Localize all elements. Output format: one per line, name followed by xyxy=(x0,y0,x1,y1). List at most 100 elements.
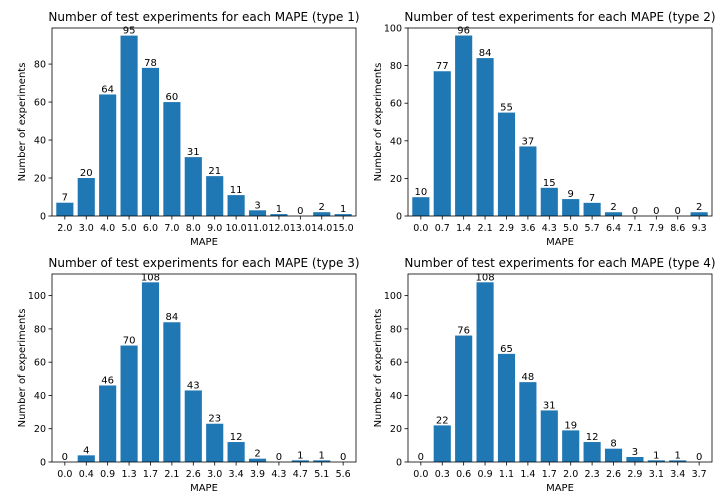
chart-3-bar-0.4 xyxy=(77,455,95,462)
chart-1-bar-4.0 xyxy=(99,94,117,216)
chart-4-xtick-label-3.1: 3.1 xyxy=(649,469,664,480)
chart-4-ytick-label-20: 20 xyxy=(390,424,402,435)
chart-4-bar-2.6 xyxy=(604,448,623,462)
chart-2-data-label-4.3: 15 xyxy=(543,178,556,189)
chart-2-bar-4.3 xyxy=(540,187,558,216)
chart-2-xtick-label-2.1: 2.1 xyxy=(478,223,493,234)
chart-2-xtick-label-2.9: 2.9 xyxy=(499,223,514,234)
chart-1-xtick-label-3.0: 3.0 xyxy=(79,223,94,234)
chart-2-bar-5.7 xyxy=(583,202,601,216)
chart-2-bar-9.3 xyxy=(690,212,708,216)
chart-2-ytick-label-80: 80 xyxy=(390,61,402,72)
chart-1-xtick-label-8.0: 8.0 xyxy=(186,223,201,234)
chart-4-ytick-label-40: 40 xyxy=(390,391,402,402)
chart-4-xtick-label-2.0: 2.0 xyxy=(563,469,578,480)
chart-1-data-label-2.0: 7 xyxy=(62,193,68,204)
chart-3-ytick-label-80: 80 xyxy=(34,324,46,335)
chart-3-xtick-label-4.7: 4.7 xyxy=(293,469,308,480)
chart-4-data-label-1.1: 65 xyxy=(500,344,513,355)
chart-1-xtick-label-7.0: 7.0 xyxy=(164,223,179,234)
chart-2-ytick-label-100: 100 xyxy=(384,24,402,35)
chart-1-xtick-label-10.0: 10.0 xyxy=(226,223,247,234)
chart-3-data-label-0.9: 46 xyxy=(101,375,114,386)
chart-4-bar-1.1 xyxy=(497,353,516,462)
chart-2-ytick-label-20: 20 xyxy=(390,174,402,185)
chart-3-ytick-label-100: 100 xyxy=(28,291,46,302)
chart-3-data-label-3.0: 23 xyxy=(208,414,221,425)
chart-2-xtick-label-3.6: 3.6 xyxy=(520,223,535,234)
chart-3-data-label-2.6: 43 xyxy=(187,380,200,391)
chart-4-xtick-label-0.9: 0.9 xyxy=(478,469,493,480)
chart-2-data-label-2.9: 55 xyxy=(500,103,513,114)
chart-2-ylabel: Number of experiments xyxy=(373,63,384,182)
chart-4-ylabel: Number of experiments xyxy=(373,309,384,428)
chart-3-data-label-5.6: 0 xyxy=(340,452,346,463)
chart-2-data-label-0.0: 10 xyxy=(414,187,427,198)
chart-4-ytick-label-0: 0 xyxy=(396,458,402,469)
chart-2-data-label-7.1: 0 xyxy=(632,206,638,217)
chart-4-xtick-label-1.1: 1.1 xyxy=(499,469,514,480)
chart-1-xtick-label-5.0: 5.0 xyxy=(122,223,137,234)
chart-3-data-label-0.0: 0 xyxy=(62,452,68,463)
chart-4-bar-0.3 xyxy=(433,425,451,462)
chart-2-xtick-label-6.4: 6.4 xyxy=(606,223,621,234)
chart-3-xtick-label-5.1: 5.1 xyxy=(314,469,329,480)
chart-4-data-label-3.7: 0 xyxy=(696,452,702,463)
chart-1-ytick-label-80: 80 xyxy=(34,60,46,71)
chart-1-data-label-11.0: 3 xyxy=(254,200,260,211)
chart-1-xtick-label-12.0: 12.0 xyxy=(268,223,289,234)
chart-2-ytick-label-0: 0 xyxy=(396,212,402,223)
chart-2-data-label-5.7: 7 xyxy=(589,193,595,204)
chart-3-xtick-label-1.3: 1.3 xyxy=(122,469,137,480)
chart-3-xtick-label-0.0: 0.0 xyxy=(57,469,72,480)
chart-4-xtick-label-3.7: 3.7 xyxy=(692,469,707,480)
chart-4-bar-1.7 xyxy=(540,410,558,462)
chart-2-xtick-label-8.6: 8.6 xyxy=(670,223,685,234)
chart-1-data-label-5.0: 95 xyxy=(123,26,136,37)
chart-2-xtick-label-0.7: 0.7 xyxy=(435,223,450,234)
chart-3-axes-frame xyxy=(51,273,357,463)
chart-1-bar-14.0 xyxy=(313,212,331,216)
chart-3-data-label-4.3: 0 xyxy=(276,452,282,463)
chart-1-data-label-8.0: 31 xyxy=(187,147,200,158)
chart-4-bar-2.0 xyxy=(562,430,580,462)
chart-1-data-label-15.0: 1 xyxy=(340,204,346,215)
chart-4-xtick-label-2.6: 2.6 xyxy=(606,469,621,480)
chart-1-data-label-12.0: 1 xyxy=(276,204,282,215)
chart-4-xtick-label-2.9: 2.9 xyxy=(627,469,642,480)
chart-1-xtick-label-14.0: 14.0 xyxy=(311,223,332,234)
chart-1-xtick-label-2.0: 2.0 xyxy=(57,223,72,234)
chart-2-data-label-3.6: 37 xyxy=(522,136,535,147)
chart-1-axes-frame xyxy=(51,27,357,217)
chart-2-xtick-label-7.1: 7.1 xyxy=(627,223,642,234)
chart-1-xtick-label-9.0: 9.0 xyxy=(207,223,222,234)
chart-4-xtick-label-3.4: 3.4 xyxy=(670,469,685,480)
chart-3-bar-5.1 xyxy=(313,460,331,462)
chart-2-bar-3.6 xyxy=(519,146,537,216)
chart-1-ylabel: Number of experiments xyxy=(17,63,28,182)
chart-4-xtick-label-1.4: 1.4 xyxy=(520,469,535,480)
chart-1-bar-15.0 xyxy=(334,214,352,216)
chart-1-bar-8.0 xyxy=(184,157,202,216)
chart-4-xtick-label-0.6: 0.6 xyxy=(456,469,471,480)
chart-3-xtick-label-0.4: 0.4 xyxy=(79,469,94,480)
chart-1-bar-9.0 xyxy=(206,176,224,216)
chart-4-data-label-3.4: 1 xyxy=(675,450,681,461)
chart-3-data-label-3.9: 2 xyxy=(254,449,260,460)
chart-3-data-label-1.3: 70 xyxy=(123,336,136,347)
chart-1-data-label-3.0: 20 xyxy=(80,168,93,179)
chart-3-xtick-label-3.9: 3.9 xyxy=(250,469,265,480)
chart-2-xtick-label-4.3: 4.3 xyxy=(542,223,557,234)
chart-3-data-label-5.1: 1 xyxy=(319,450,325,461)
chart-2-bar-5.0 xyxy=(562,199,580,216)
chart-4-data-label-1.7: 31 xyxy=(543,400,556,411)
chart-2-data-label-2.1: 84 xyxy=(479,48,492,59)
chart-3-bar-2.1 xyxy=(163,322,181,462)
chart-1-bar-7.0 xyxy=(163,102,181,216)
chart-4-data-label-3.1: 1 xyxy=(653,450,659,461)
chart-4-data-label-0.3: 22 xyxy=(436,415,449,426)
chart-2-bar-0.0 xyxy=(412,197,430,216)
chart-3-ytick-label-0: 0 xyxy=(40,458,46,469)
chart-3-xlabel: MAPE xyxy=(190,483,218,494)
chart-3-ytick-label-60: 60 xyxy=(34,358,46,369)
